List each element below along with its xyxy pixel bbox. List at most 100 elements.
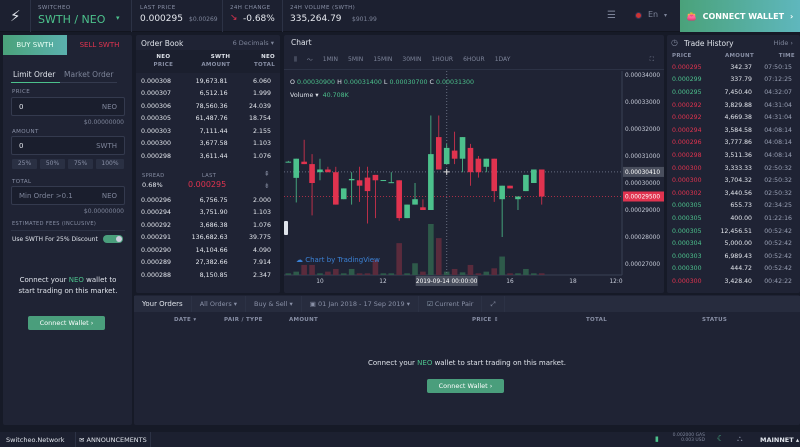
announcements-link[interactable]: ✉ ANNOUNCEMENTS <box>79 436 147 444</box>
switcheo-logo-icon[interactable]: ⚡ <box>10 7 21 25</box>
price-input[interactable]: 0 NEO <box>11 97 125 116</box>
battery-icon: ▮ <box>655 435 659 443</box>
timeframe-6hour[interactable]: 6HOUR <box>463 56 485 63</box>
moon-icon[interactable]: ☾ <box>717 434 725 443</box>
trade-history-row: 0.000300 444.72 00:52:42 <box>667 263 797 276</box>
menu-icon[interactable]: ☰ <box>607 10 616 21</box>
candle-body <box>309 164 315 183</box>
ob-total: 7.914 <box>252 259 271 267</box>
estimated-fees-toggle[interactable]: ESTIMATED FEES (INCLUSIVE) <box>12 221 97 227</box>
ob-price: 0.000292 <box>141 221 172 229</box>
timeframe-1hour[interactable]: 1HOUR <box>431 56 454 63</box>
decimals-selector[interactable]: 6 Decimals ▾ <box>232 39 274 47</box>
candle-type-icon[interactable]: ⫼ <box>294 55 297 63</box>
tradingview-watermark[interactable]: ☁ Chart by TradingView <box>296 256 380 264</box>
discount-toggle[interactable] <box>103 235 123 243</box>
total-input[interactable]: Min Order >0.1 NEO <box>11 186 125 205</box>
candle-body <box>428 154 434 210</box>
order-book-row[interactable]: 0.000289 27,382.66 7.914 <box>136 257 276 270</box>
th-time: 02:50:32 <box>764 189 792 197</box>
percent-100-button[interactable]: 100% <box>96 159 124 169</box>
ob-price: 0.000288 <box>141 271 172 279</box>
scroll-to-asks-icon[interactable]: ⇞ <box>264 170 270 178</box>
timeframe-1min[interactable]: 1MIN <box>322 56 339 63</box>
timeframe-5min[interactable]: 5MIN <box>348 56 364 63</box>
sell-tab[interactable]: SELL SWTH <box>79 41 120 49</box>
orders-col-date[interactable]: DATE ▾ <box>174 317 196 323</box>
order-book-row[interactable]: 0.000288 8,150.85 2.347 <box>136 269 276 282</box>
expand-icon[interactable]: ⤢ <box>482 296 505 312</box>
change-value: -0.68% <box>243 14 275 24</box>
th-amount: 3,333.33 <box>724 164 752 172</box>
order-book-row[interactable]: 0.000306 78,560.36 24.039 <box>136 100 276 113</box>
timeframe-1day[interactable]: 1DAY <box>494 56 511 63</box>
language-selector[interactable]: En <box>648 10 659 19</box>
volume-legend: Volume ▾ 40.708K <box>290 92 349 99</box>
connect-wallet-button[interactable]: Connect Wallet › <box>28 316 105 330</box>
candle-body <box>301 161 307 165</box>
x-tick-label: 2019-09-14 00:00:00 <box>416 279 478 285</box>
candle-body <box>491 158 498 192</box>
order-book-row[interactable]: 0.000303 7,111.44 2.155 <box>136 125 276 138</box>
current-pair-checkbox[interactable]: ☑ Current Pair <box>419 296 483 312</box>
connect-wallet-button[interactable]: 👛 CONNECT WALLET › <box>680 0 800 32</box>
amount-input[interactable]: 0 SWTH <box>11 136 125 155</box>
orders-col-label: AMOUNT <box>289 317 319 323</box>
order-book-row[interactable]: 0.000307 6,512.16 1.999 <box>136 88 276 101</box>
timeframe-30min[interactable]: 30MIN <box>402 56 422 63</box>
fullscreen-icon[interactable]: ⛶ <box>649 55 654 63</box>
order-book-row[interactable]: 0.000296 6,756.75 2.000 <box>136 194 276 207</box>
order-book-row[interactable]: 0.000298 3,611.44 1.076 <box>136 150 276 163</box>
checkbox-icon: ☑ <box>426 300 433 308</box>
order-book-row[interactable]: 0.000300 3,677.58 1.103 <box>136 138 276 151</box>
candle-body <box>443 147 450 165</box>
ob-total: 39.775 <box>248 234 271 242</box>
timeframe-15min[interactable]: 15MIN <box>373 56 393 63</box>
order-book-row[interactable]: 0.000292 3,686.38 1.076 <box>136 219 276 232</box>
order-book-row[interactable]: 0.000308 19,673.81 6.060 <box>136 75 276 88</box>
y-tick-label: 0.00031000 <box>625 154 660 160</box>
hide-button[interactable]: Hide › <box>773 39 794 47</box>
ob-total: 1.999 <box>252 90 271 98</box>
orders-connect-wallet-button[interactable]: Connect Wallet › <box>427 379 504 393</box>
orders-panel: Your Orders All Orders ▾ Buy & Sell ▾ ▣ … <box>134 295 800 425</box>
network-selector[interactable]: MAINNET ▴ <box>760 436 800 444</box>
network-link[interactable]: Switcheo.Network <box>6 436 65 444</box>
order-book-row[interactable]: 0.000305 61,487.76 18.754 <box>136 113 276 126</box>
all-orders-filter[interactable]: All Orders ▾ <box>192 296 247 312</box>
orders-col-pair-type: PAIR / TYPE <box>224 317 263 323</box>
percent-25-button[interactable]: 25% <box>12 159 37 169</box>
th-price: 0.000295 <box>672 88 702 96</box>
order-book-row[interactable]: 0.000294 3,751.90 1.103 <box>136 207 276 220</box>
orders-col-label: DATE <box>174 317 192 323</box>
candlestick-chart[interactable]: 0.00034000 0.00033000 0.00032000 0.00031000… <box>284 71 664 293</box>
candle-body <box>515 196 521 200</box>
sort-down-icon[interactable]: ▾ <box>191 317 197 323</box>
market-order-tab[interactable]: Market Order <box>64 70 114 79</box>
drawing-toolbar-toggle[interactable] <box>284 221 288 235</box>
chevron-down-icon[interactable]: ▾ <box>116 14 120 22</box>
buy-tab[interactable]: BUY SWTH <box>3 35 67 55</box>
percent-75-button[interactable]: 75% <box>68 159 93 169</box>
network-status-icon[interactable]: ⛬ <box>737 434 743 443</box>
th-time: 00:52:42 <box>764 252 792 260</box>
side-filter[interactable]: Buy & Sell ▾ <box>246 296 302 312</box>
pair-selector[interactable]: SWTH / NEO <box>38 13 106 26</box>
candle-body <box>396 180 402 219</box>
ob-price: 0.000298 <box>141 152 172 160</box>
chevron-down-icon[interactable]: ▾ <box>664 12 668 19</box>
sort-icon[interactable]: ⇕ <box>491 317 499 323</box>
orders-col-price[interactable]: PRICE ⇕ <box>472 317 499 323</box>
date-range-filter[interactable]: ▣ 01 Jan 2018 - 17 Sep 2019 ▾ <box>302 296 419 312</box>
indicators-icon[interactable]: 〜 <box>306 57 313 64</box>
limit-order-tab[interactable]: Limit Order <box>13 70 56 79</box>
scroll-to-bids-icon[interactable]: ⇟ <box>264 182 270 190</box>
th-amount: 3,511.36 <box>724 151 752 159</box>
order-book-row[interactable]: 0.000290 14,104.66 4.090 <box>136 244 276 257</box>
connect-message: Connect your NEO wallet to start trading… <box>18 276 118 295</box>
percent-50-button[interactable]: 50% <box>40 159 65 169</box>
uk-flag-icon[interactable] <box>635 12 642 19</box>
th-time: 01:22:16 <box>764 214 792 222</box>
order-book-row[interactable]: 0.000291 136,682.63 39.775 <box>136 232 276 245</box>
th-amount: 655.73 <box>730 202 752 210</box>
